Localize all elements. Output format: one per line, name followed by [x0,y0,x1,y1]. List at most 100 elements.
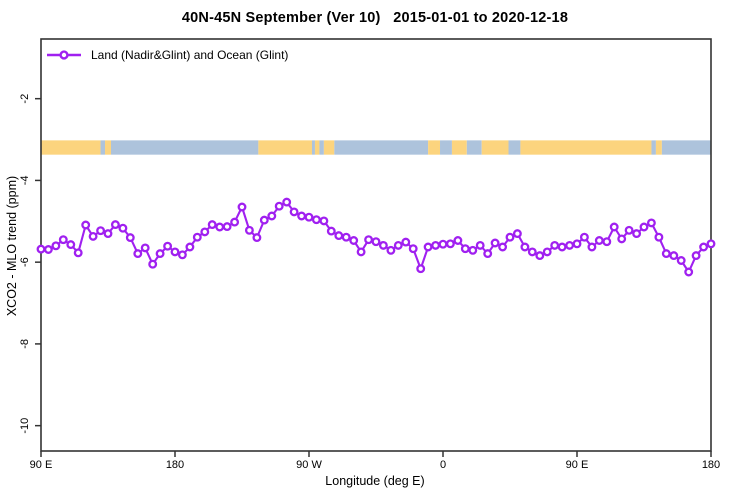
map-strip-segment-land [105,140,111,155]
data-point-marker [110,220,120,230]
data-point-marker [490,238,500,248]
data-point-marker [177,250,187,260]
map-strip-segment-land [520,140,652,155]
data-point-marker [408,244,418,254]
data-point-marker [81,220,91,230]
data-point-marker [393,240,403,250]
data-point-marker [252,233,262,243]
map-strip-segment-ocean [311,140,315,155]
data-point-marker [192,232,202,242]
data-point-marker [706,239,716,249]
data-point-marker [297,211,307,221]
data-point-marker [431,240,441,250]
map-strip-segment-ocean [100,140,106,155]
y-axis-tick-label: -6 [19,257,31,267]
data-point-marker [230,217,240,227]
data-point-marker [163,241,173,251]
data-point-marker [609,222,619,232]
data-point-marker [66,240,76,250]
data-point-marker [542,247,552,257]
y-axis-tick-label: -10 [19,418,31,434]
y-axis-tick-label: -8 [19,339,31,349]
data-point-marker [617,234,627,244]
map-strip-segment-ocean [466,140,482,155]
data-point-marker [527,247,537,257]
x-axis-tick-label: 90 W [296,459,322,471]
data-point-marker [416,264,426,274]
data-point-marker [565,240,575,250]
data-point-marker [125,233,135,243]
data-point-marker [326,226,336,236]
data-point-marker [468,245,478,255]
data-point-marker [661,249,671,259]
data-point-marker [319,216,329,226]
data-point-marker [699,242,709,252]
data-point-marker [200,227,210,237]
data-point-marker [587,242,597,252]
map-strip-segment-land [41,140,101,155]
data-point-marker [498,242,508,252]
data-point-marker [289,207,299,217]
data-point-marker [356,247,366,257]
data-point-marker [550,240,560,250]
map-strip-segment-ocean [651,140,656,155]
y-axis-title: XCO2 - MLO trend (ppm) [5,175,19,317]
map-strip-segment-land [655,140,662,155]
data-point-marker [215,222,225,232]
data-point-marker [676,256,686,265]
map-strip-segment-land [323,140,335,155]
data-point-marker [453,236,463,245]
data-point-marker [624,225,634,235]
data-point-marker [386,245,396,255]
data-point-marker [237,202,247,212]
data-point-marker [73,248,83,258]
data-point-marker [512,229,522,239]
data-point-marker [36,244,46,254]
data-point-marker [423,242,433,252]
data-point-marker [304,212,314,222]
y-axis-tick-label: -4 [19,176,31,186]
data-point-marker [244,225,254,235]
data-point-marker [207,220,217,230]
data-point-marker [341,232,351,242]
map-strip-segment-land [314,140,320,155]
data-point-marker [148,259,158,269]
map-strip-segment-land [258,140,312,155]
data-point-marker [96,226,106,236]
legend-label: Land (Nadir&Glint) and Ocean (Glint) [91,48,289,62]
x-axis-tick-label: 90 E [30,459,53,471]
series-line [39,201,713,274]
data-point-marker [311,215,321,225]
map-strip-segment-ocean [319,140,324,155]
legend: Land (Nadir&Glint) and Ocean (Glint) [46,48,288,62]
map-strip-segment-ocean [334,140,429,155]
data-point-marker [684,267,694,277]
data-point-marker [646,218,656,228]
data-point-marker [535,251,545,261]
data-point-marker [103,229,113,239]
data-point-marker [475,240,485,250]
map-strip-segment-land [451,140,467,155]
data-point-marker [259,215,269,225]
data-point-marker [632,229,642,239]
data-point-marker [505,232,515,242]
data-point-marker [557,242,567,252]
map-strip-segment-land [428,140,441,155]
legend-series-marker-icon [47,50,81,60]
data-point-marker [133,249,143,259]
data-point-marker [378,240,388,250]
data-point-marker [691,251,701,261]
data-point-marker [222,222,232,232]
data-point-marker [602,237,612,247]
data-point-marker [170,247,180,257]
data-point-marker [364,235,374,245]
data-point-marker [185,242,195,252]
y-axis-tick-label: -2 [19,94,31,104]
data-point-marker [274,201,284,211]
x-axis-tick-label: 90 E [566,459,589,471]
map-strip-segment-land [481,140,509,155]
data-point-marker [460,244,470,254]
x-axis-tick-label: 180 [166,459,184,471]
